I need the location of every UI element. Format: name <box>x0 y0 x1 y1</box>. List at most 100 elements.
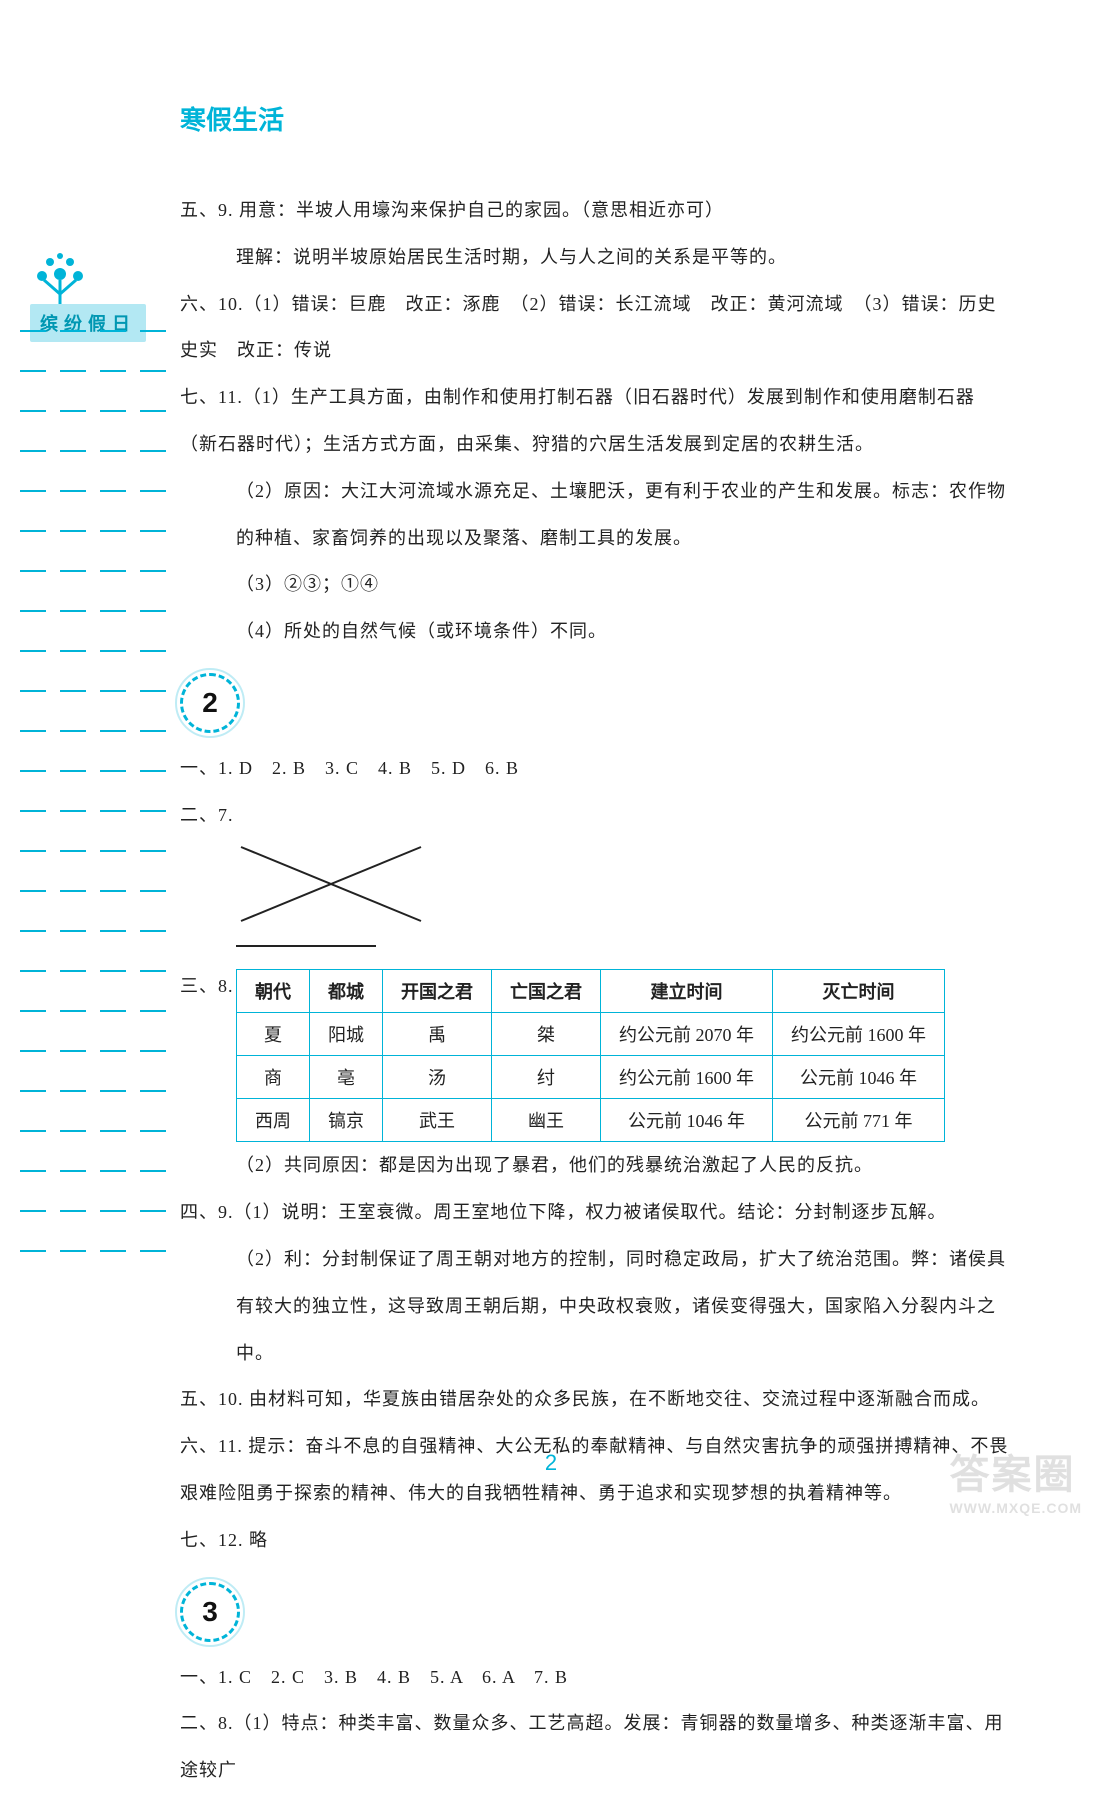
dash-row <box>20 890 170 892</box>
table-cell: 约公元前 1600 年 <box>773 1013 945 1056</box>
dash-row <box>20 850 170 852</box>
ans-7-11-4: （4）所处的自然气候（或环境条件）不同。 <box>180 608 1012 655</box>
ans-7-11-1: 七、11.（1）生产工具方面，由制作和使用打制石器（旧石器时代）发展到制作和使用… <box>180 374 1012 468</box>
table-header-cell: 都城 <box>310 970 383 1013</box>
sec2-q4-9-1: 四、9.（1）说明：王室衰微。周王室地位下降，权力被诸侯取代。结论：分封制逐步瓦… <box>180 1189 1012 1236</box>
table-cell: 汤 <box>383 1056 492 1099</box>
table-cell: 纣 <box>492 1056 601 1099</box>
dash-segment <box>140 970 166 972</box>
table-cell: 武王 <box>383 1099 492 1142</box>
dash-segment <box>20 370 46 372</box>
table-cell: 桀 <box>492 1013 601 1056</box>
table-cell: 阳城 <box>310 1013 383 1056</box>
dash-segment <box>60 690 86 692</box>
dash-row <box>20 1090 170 1092</box>
dash-row <box>20 1170 170 1172</box>
dash-segment <box>140 650 166 652</box>
table-cell: 公元前 1046 年 <box>601 1099 773 1142</box>
dash-segment <box>60 730 86 732</box>
sidebar-tree-badge: 缤纷假日 <box>30 250 170 342</box>
dash-segment <box>20 890 46 892</box>
dynasty-table: 朝代都城开国之君亡国之君建立时间灭亡时间 夏阳城禹桀约公元前 2070 年约公元… <box>236 969 945 1142</box>
table-cell: 公元前 771 年 <box>773 1099 945 1142</box>
dash-segment <box>100 730 126 732</box>
dash-segment <box>140 530 166 532</box>
dash-segment <box>140 1250 166 1252</box>
dash-row <box>20 1050 170 1052</box>
dash-segment <box>140 1050 166 1052</box>
dash-segment <box>100 1010 126 1012</box>
sec2-q3-2: （2）共同原因：都是因为出现了暴君，他们的残暴统治激起了人民的反抗。 <box>180 1142 1012 1189</box>
table-cell: 亳 <box>310 1056 383 1099</box>
left-dash-guides <box>20 330 170 1290</box>
dash-segment <box>60 770 86 772</box>
dash-segment <box>100 690 126 692</box>
watermark: 答案圈 WWW.MXQE.COM <box>949 1442 1082 1516</box>
dash-segment <box>20 610 46 612</box>
table-cell: 镐京 <box>310 1099 383 1142</box>
dash-segment <box>140 1010 166 1012</box>
dash-segment <box>100 610 126 612</box>
dash-row <box>20 330 170 332</box>
table-header-row: 朝代都城开国之君亡国之君建立时间灭亡时间 <box>237 970 945 1013</box>
dash-row <box>20 690 170 692</box>
table-row: 商亳汤纣约公元前 1600 年公元前 1046 年 <box>237 1056 945 1099</box>
dash-row <box>20 530 170 532</box>
dash-segment <box>20 1090 46 1092</box>
dash-segment <box>60 890 86 892</box>
table-cell: 商 <box>237 1056 310 1099</box>
dash-segment <box>100 370 126 372</box>
dash-segment <box>140 1170 166 1172</box>
table-cell: 禹 <box>383 1013 492 1056</box>
dash-segment <box>60 570 86 572</box>
table-cell: 公元前 1046 年 <box>773 1056 945 1099</box>
table-row: 西周镐京武王幽王公元前 1046 年公元前 771 年 <box>237 1099 945 1142</box>
dash-segment <box>60 930 86 932</box>
section-badge-2-label: 2 <box>202 687 218 719</box>
dash-segment <box>100 1170 126 1172</box>
page-number: 2 <box>0 1450 1102 1476</box>
dash-segment <box>20 970 46 972</box>
dash-segment <box>20 850 46 852</box>
dash-segment <box>100 1210 126 1212</box>
dash-row <box>20 1210 170 1212</box>
dash-row <box>20 610 170 612</box>
dash-segment <box>100 650 126 652</box>
sec2-q3-label: 三、8. <box>180 963 236 1010</box>
dash-segment <box>60 410 86 412</box>
dash-segment <box>140 770 166 772</box>
table-header-cell: 开国之君 <box>383 970 492 1013</box>
dash-segment <box>140 890 166 892</box>
table-cell: 夏 <box>237 1013 310 1056</box>
dash-segment <box>60 330 86 332</box>
dash-segment <box>20 730 46 732</box>
dash-segment <box>140 570 166 572</box>
dash-segment <box>20 330 46 332</box>
dash-segment <box>20 690 46 692</box>
dash-segment <box>20 770 46 772</box>
dash-segment <box>140 410 166 412</box>
dash-row <box>20 370 170 372</box>
dash-segment <box>20 570 46 572</box>
dash-segment <box>140 1210 166 1212</box>
dash-row <box>20 810 170 812</box>
dash-segment <box>100 410 126 412</box>
dash-segment <box>100 1130 126 1132</box>
sec2-q4-9-2: （2）利：分封制保证了周王朝对地方的控制，同时稳定政局，扩大了统治范围。弊：诸侯… <box>180 1236 1012 1376</box>
dash-segment <box>100 930 126 932</box>
dash-row <box>20 1130 170 1132</box>
dash-row <box>20 490 170 492</box>
table-header-cell: 亡国之君 <box>492 970 601 1013</box>
sec2-q2-label: 二、7. <box>180 792 1012 839</box>
ans-7-11-3: （3）②③；①④ <box>180 561 1012 608</box>
dash-segment <box>100 1050 126 1052</box>
dash-row <box>20 770 170 772</box>
dash-segment <box>20 810 46 812</box>
dash-segment <box>20 410 46 412</box>
dash-segment <box>140 610 166 612</box>
table-cell: 约公元前 1600 年 <box>601 1056 773 1099</box>
dash-segment <box>140 1130 166 1132</box>
dash-segment <box>60 650 86 652</box>
dash-segment <box>60 610 86 612</box>
dash-row <box>20 650 170 652</box>
